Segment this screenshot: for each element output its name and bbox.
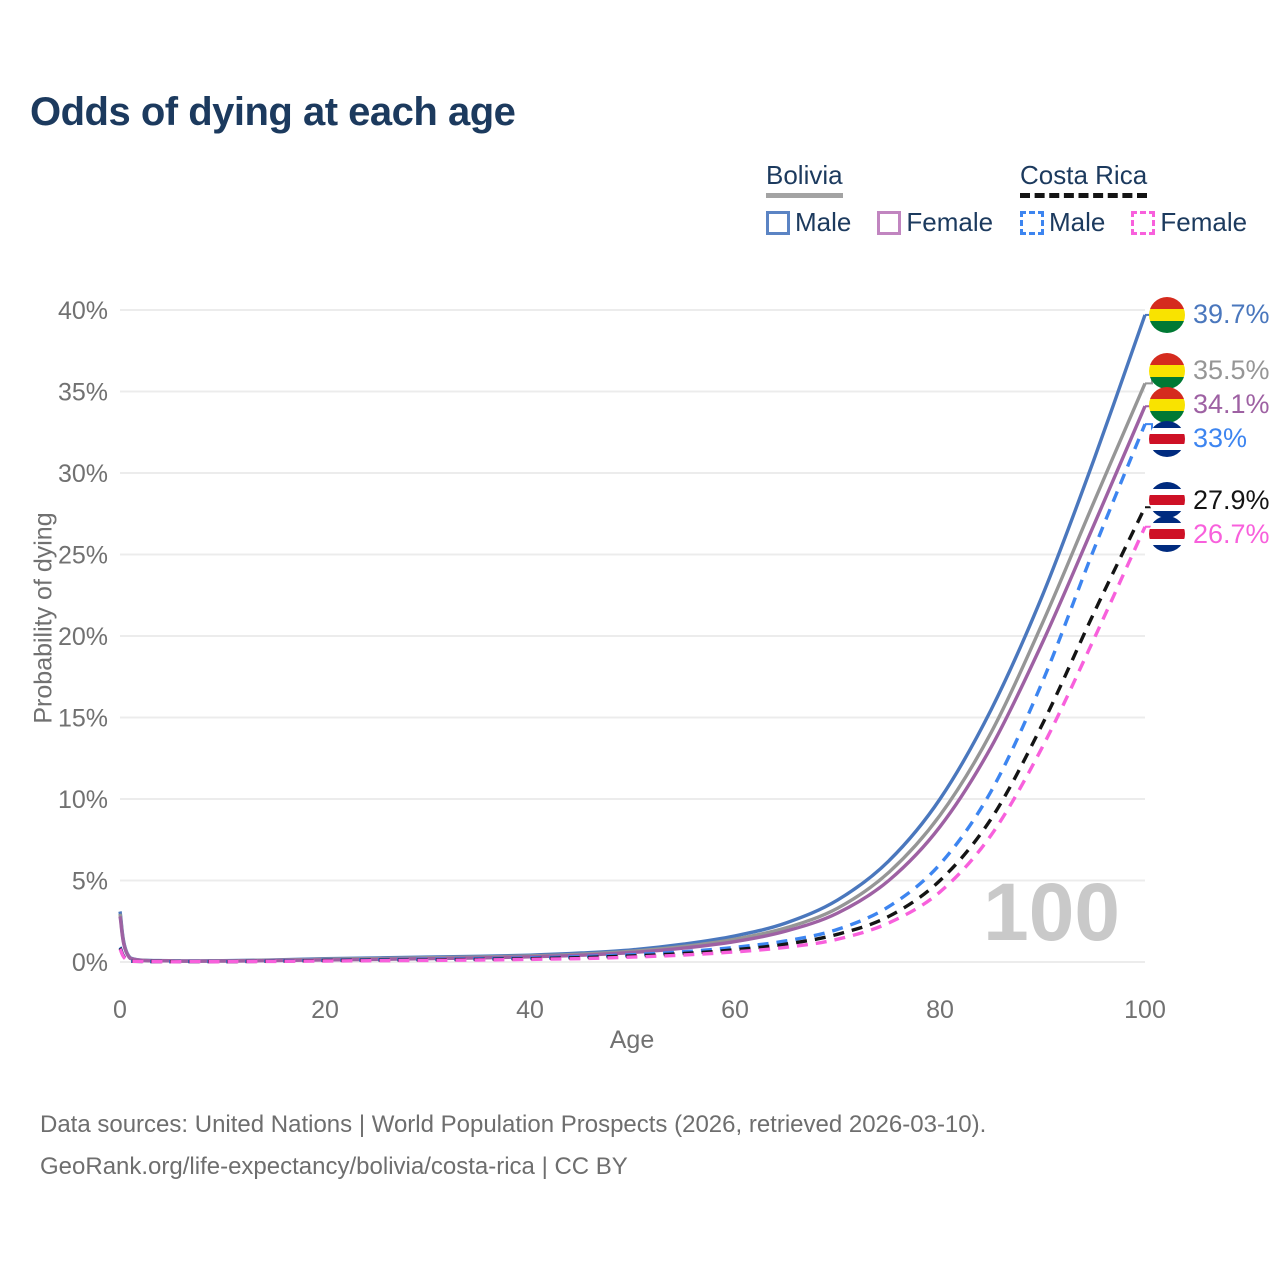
bolivia-flag-icon bbox=[1149, 352, 1185, 389]
end-label-costa-rica-male: 33% bbox=[1149, 420, 1248, 457]
costa-rica-female-swatch-icon bbox=[1131, 210, 1156, 235]
end-label-value: 27.9% bbox=[1193, 484, 1270, 515]
end-label-value: 26.7% bbox=[1193, 518, 1270, 549]
x-tick-label: 20 bbox=[311, 996, 339, 1024]
costa-rica-flag-icon bbox=[1149, 420, 1185, 457]
y-tick-label: 10% bbox=[58, 786, 108, 814]
y-axis-title: Probability of dying bbox=[29, 512, 58, 724]
y-tick-label: 0% bbox=[72, 949, 108, 977]
bolivia-flag-icon bbox=[1149, 386, 1185, 423]
legend-item-label: Male bbox=[795, 207, 852, 237]
data-source-line: Data sources: United Nations | World Pop… bbox=[40, 1111, 987, 1138]
end-label-bolivia-female: 34.1% bbox=[1149, 386, 1270, 423]
x-axis-title: Age bbox=[609, 1026, 655, 1054]
end-label-value: 39.7% bbox=[1193, 299, 1270, 330]
end-label-bolivia-both-sexes: 35.5% bbox=[1149, 352, 1270, 389]
y-tick-label: 20% bbox=[58, 623, 108, 651]
y-tick-label: 25% bbox=[58, 542, 108, 570]
x-tick-label: 60 bbox=[721, 996, 749, 1024]
x-tick-label: 80 bbox=[926, 996, 954, 1024]
legend-item-bolivia-female[interactable]: Female bbox=[877, 207, 993, 238]
end-label-value: 35.5% bbox=[1193, 355, 1270, 386]
attribution-line: GeoRank.org/life-expectancy/bolivia/cost… bbox=[40, 1153, 628, 1180]
legend: Bolivia Male Female Costa Rica Male bbox=[0, 160, 1280, 250]
bolivia-female-swatch-icon bbox=[877, 210, 902, 235]
legend-items-bolivia: Male Female bbox=[766, 207, 993, 238]
series-line-bolivia-female[interactable] bbox=[118, 405, 1147, 963]
end-label-costa-rica-female: 26.7% bbox=[1149, 516, 1270, 552]
footer: Data sources: United Nations | World Pop… bbox=[40, 1104, 986, 1188]
series-line-costa-rica-female[interactable] bbox=[118, 526, 1147, 964]
y-tick-label: 40% bbox=[58, 297, 108, 325]
legend-item-bolivia-male[interactable]: Male bbox=[766, 207, 851, 238]
legend-country-bolivia: Bolivia bbox=[766, 160, 843, 198]
bolivia-flag-icon bbox=[1149, 296, 1185, 333]
legend-item-label: Female bbox=[1160, 207, 1248, 237]
costa-rica-flag-icon bbox=[1149, 482, 1185, 518]
legend-group-bolivia: Bolivia Male Female bbox=[766, 160, 993, 238]
legend-group-costa-rica: Costa Rica Male Female bbox=[1020, 160, 1247, 238]
x-tick-label: 40 bbox=[516, 996, 544, 1024]
series-line-bolivia-male[interactable] bbox=[118, 314, 1147, 963]
legend-country-costa-rica: Costa Rica bbox=[1020, 160, 1148, 198]
end-label-value: 34.1% bbox=[1193, 389, 1270, 420]
age-watermark: 100 bbox=[983, 867, 1120, 958]
legend-items-costa-rica: Male Female bbox=[1020, 207, 1247, 238]
costa-rica-male-swatch-icon bbox=[1020, 210, 1044, 235]
bolivia-male-swatch-icon bbox=[766, 210, 790, 235]
end-label-costa-rica-both-sexes: 27.9% bbox=[1149, 482, 1270, 518]
x-tick-label: 100 bbox=[1124, 996, 1166, 1024]
y-tick-label: 5% bbox=[72, 868, 108, 896]
y-tick-label: 35% bbox=[58, 379, 108, 407]
legend-item-costa-rica-male[interactable]: Male bbox=[1020, 207, 1105, 238]
legend-item-label: Male bbox=[1049, 207, 1106, 237]
x-tick-label: 0 bbox=[113, 996, 127, 1024]
end-label-bolivia-male: 39.7% bbox=[1149, 296, 1270, 333]
end-label-value: 33% bbox=[1193, 423, 1248, 454]
y-tick-label: 15% bbox=[58, 705, 108, 733]
page-title: Odds of dying at each age bbox=[30, 90, 516, 134]
legend-item-label: Female bbox=[906, 207, 994, 237]
y-tick-label: 30% bbox=[58, 460, 108, 488]
costa-rica-flag-icon bbox=[1149, 516, 1185, 552]
legend-item-costa-rica-female[interactable]: Female bbox=[1131, 207, 1247, 238]
